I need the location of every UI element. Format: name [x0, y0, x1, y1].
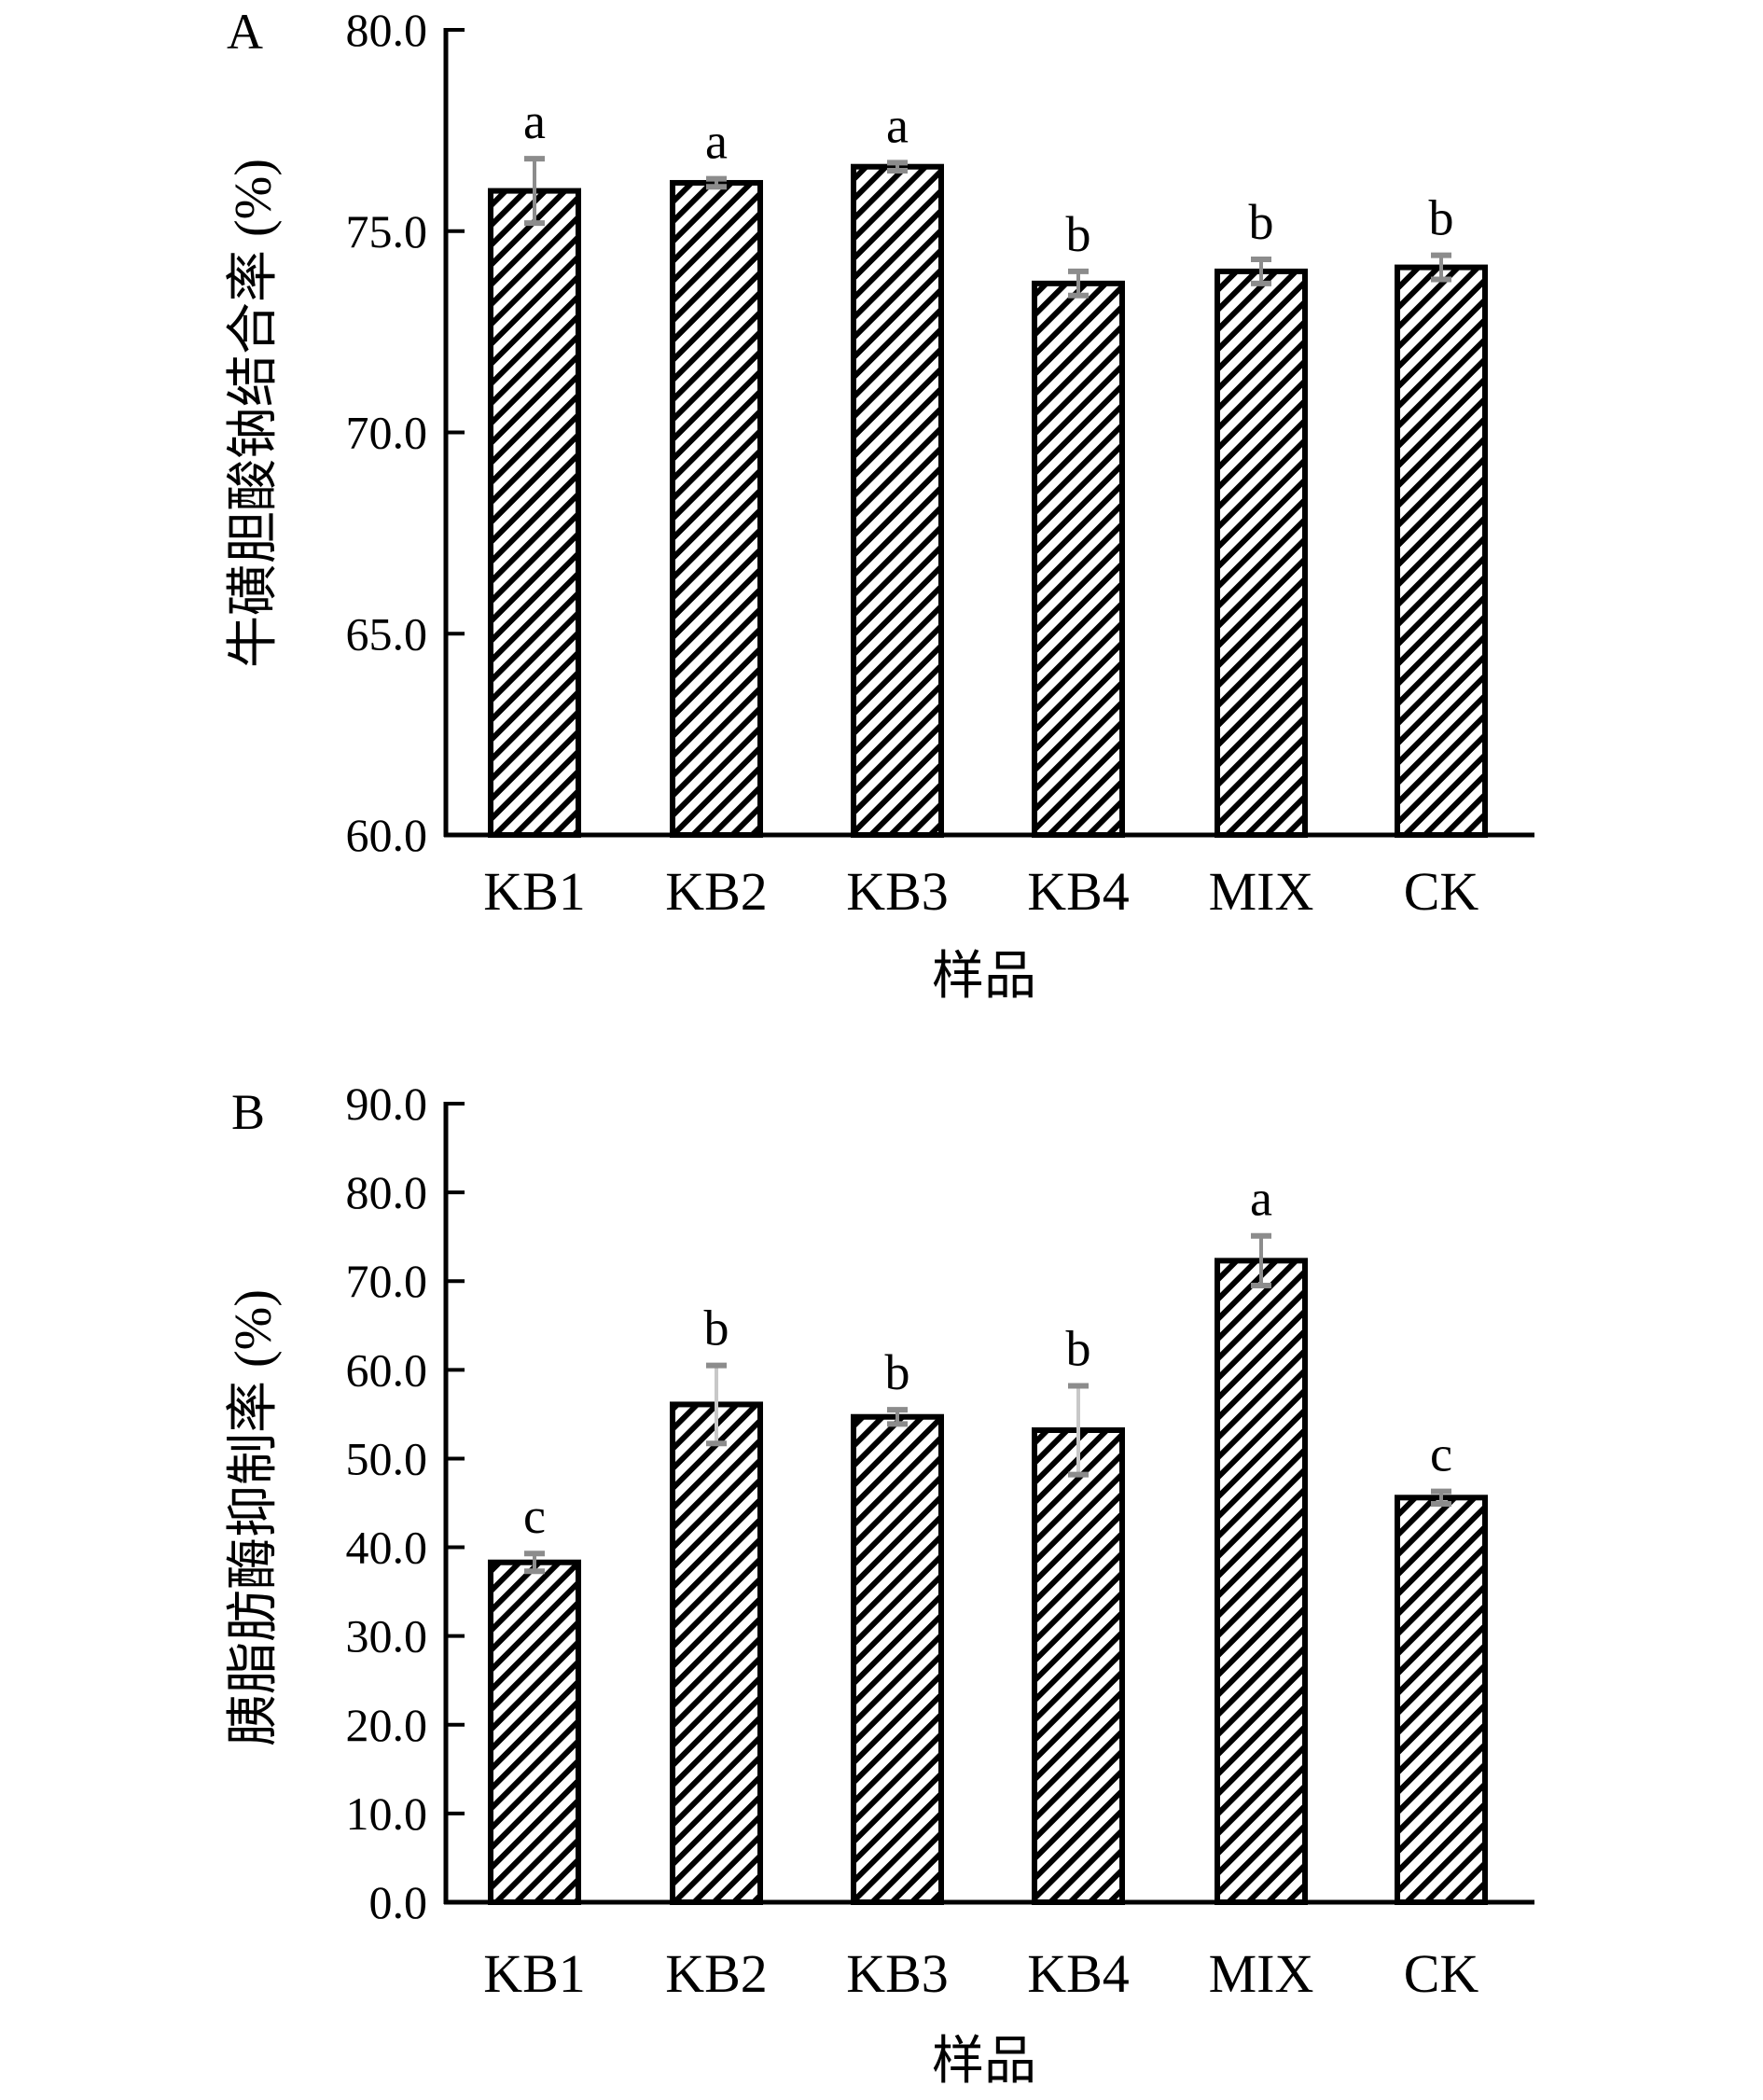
panel-b-x-tick-label: MIX [1209, 1943, 1314, 2004]
panel-b-y-tick-label: 80.0 [346, 1166, 428, 1218]
panel-a-x-tick-label: MIX [1209, 861, 1314, 922]
panel-b-x-tick-label: KB3 [846, 1943, 949, 2004]
panel-b-significance-label: c [1430, 1426, 1452, 1482]
panel-b-x-ticks: KB1 KB2 KB3 KB4 MIX CK [483, 1943, 1478, 2004]
panel-a-y-ticks: 60.0 65.0 70.0 75.0 80.0 [346, 4, 465, 861]
panel-a-x-tick-label: KB4 [1027, 861, 1130, 922]
panel-b-significance-label: a [1250, 1171, 1272, 1227]
panel-b-bar-ck [1395, 1495, 1488, 1905]
panel-a-y-tick-label: 65.0 [346, 607, 428, 660]
panel-b-y-tick-label: 0.0 [369, 1876, 428, 1928]
panel-b-ylabel: 胰脂肪酶抑制率 (%) [225, 1289, 283, 1746]
panel-b-y-tick-label: 20.0 [346, 1699, 428, 1751]
panel-a-y-tick-label: 80.0 [346, 4, 428, 56]
panel-b-bar-kb4 [1032, 1427, 1125, 1906]
panel-a-x-tick-label: CK [1404, 861, 1479, 922]
panel-a-x-tick-label: KB2 [665, 861, 768, 922]
panel-b-significance-label: b [1066, 1320, 1091, 1376]
panel-a-bar-kb3 [851, 163, 944, 838]
panel-b-y-tick-label: 90.0 [346, 1078, 428, 1130]
panel-b-x-tick-label: KB2 [665, 1943, 768, 2004]
panel-b-error-bar [1068, 1383, 1089, 1478]
panel-a-ylabel: 牛磺胆酸钠结合率 (%) [225, 159, 283, 668]
panel-a-y-tick-label: 70.0 [346, 407, 428, 459]
panel-b-y-ticks: 0.0 10.0 20.0 30.0 40.0 50.0 60.0 70.0 80.0 90.0 [346, 1078, 465, 1928]
panel-b-significance-label: b [885, 1344, 910, 1400]
panel-b-bar-mix [1215, 1258, 1308, 1905]
panel-a-error-bar [706, 175, 727, 190]
panel-b-error-bar [1251, 1232, 1271, 1288]
panel-b-y-tick-label: 60.0 [346, 1343, 428, 1396]
panel-b-bar-kb1 [488, 1559, 581, 1906]
panel-a-bar-kb2 [670, 179, 763, 839]
panel-b-significance-label: b [704, 1300, 729, 1356]
panel-a-y-tick-label: 75.0 [346, 205, 428, 257]
panel-b-y-tick-label: 50.0 [346, 1432, 428, 1484]
panel-a-error-bar [1251, 256, 1271, 286]
panel-b-x-tick-label: KB4 [1027, 1943, 1130, 2004]
panel-b-axes [443, 1102, 1534, 1905]
panel-b-y-tick-label: 40.0 [346, 1522, 428, 1574]
panel-b: B 胰脂肪酶抑制率 (%) 样品 0.0 10.0 20.0 30.0 40.0 50.0… [225, 1078, 1534, 2091]
panel-a-significance-label: a [886, 97, 909, 153]
panel-a-bars: a a a b b b [488, 93, 1488, 839]
panel-a-significance-label: b [1249, 194, 1274, 250]
panel-b-y-tick-label: 70.0 [346, 1255, 428, 1307]
panel-a-significance-label: b [1066, 206, 1091, 262]
panel-a-bar-kb1 [488, 188, 581, 839]
panel-b-error-bar [1431, 1488, 1451, 1507]
panel-a-error-bar [1431, 252, 1451, 283]
panel-a-x-tick-label: KB1 [483, 861, 586, 922]
panel-a-axes [443, 28, 1534, 838]
panel-a-x-tick-label: KB3 [846, 861, 949, 922]
panel-a-x-ticks: KB1 KB2 KB3 KB4 MIX CK [483, 861, 1478, 922]
panel-b-label: B [231, 1084, 265, 1140]
panel-a-bar-kb4 [1032, 280, 1125, 839]
panel-b-y-tick-label: 10.0 [346, 1787, 428, 1840]
panel-b-bars: c b b b a c [488, 1171, 1488, 1906]
panel-a: A 牛磺胆酸钠结合率 (%) 样品 60.0 65.0 70.0 75.0 80.0 a… [225, 4, 1534, 1006]
panel-b-x-tick-label: KB1 [483, 1943, 586, 2004]
panel-a-significance-label: b [1429, 190, 1454, 246]
panel-b-x-tick-label: CK [1404, 1943, 1479, 2004]
panel-b-error-bar [524, 1551, 545, 1575]
panel-a-y-tick-label: 60.0 [346, 809, 428, 861]
panel-a-significance-label: a [705, 114, 728, 170]
panel-a-label: A [227, 4, 263, 60]
panel-a-bar-mix [1215, 268, 1308, 838]
panel-a-error-bar [524, 156, 545, 227]
panel-a-error-bar [1068, 268, 1089, 299]
panel-b-bar-kb2 [670, 1401, 763, 1905]
panel-a-significance-label: a [523, 93, 546, 149]
panel-b-significance-label: c [523, 1488, 546, 1544]
panel-b-xlabel: 样品 [932, 2033, 1036, 2091]
panel-b-bar-kb3 [851, 1413, 944, 1905]
panel-a-xlabel: 样品 [932, 948, 1036, 1006]
panel-b-error-bar [887, 1407, 908, 1427]
panel-b-error-bar [706, 1362, 727, 1447]
panel-a-error-bar [887, 160, 908, 174]
panel-a-bar-ck [1395, 264, 1488, 838]
panel-b-y-tick-label: 30.0 [346, 1610, 428, 1662]
